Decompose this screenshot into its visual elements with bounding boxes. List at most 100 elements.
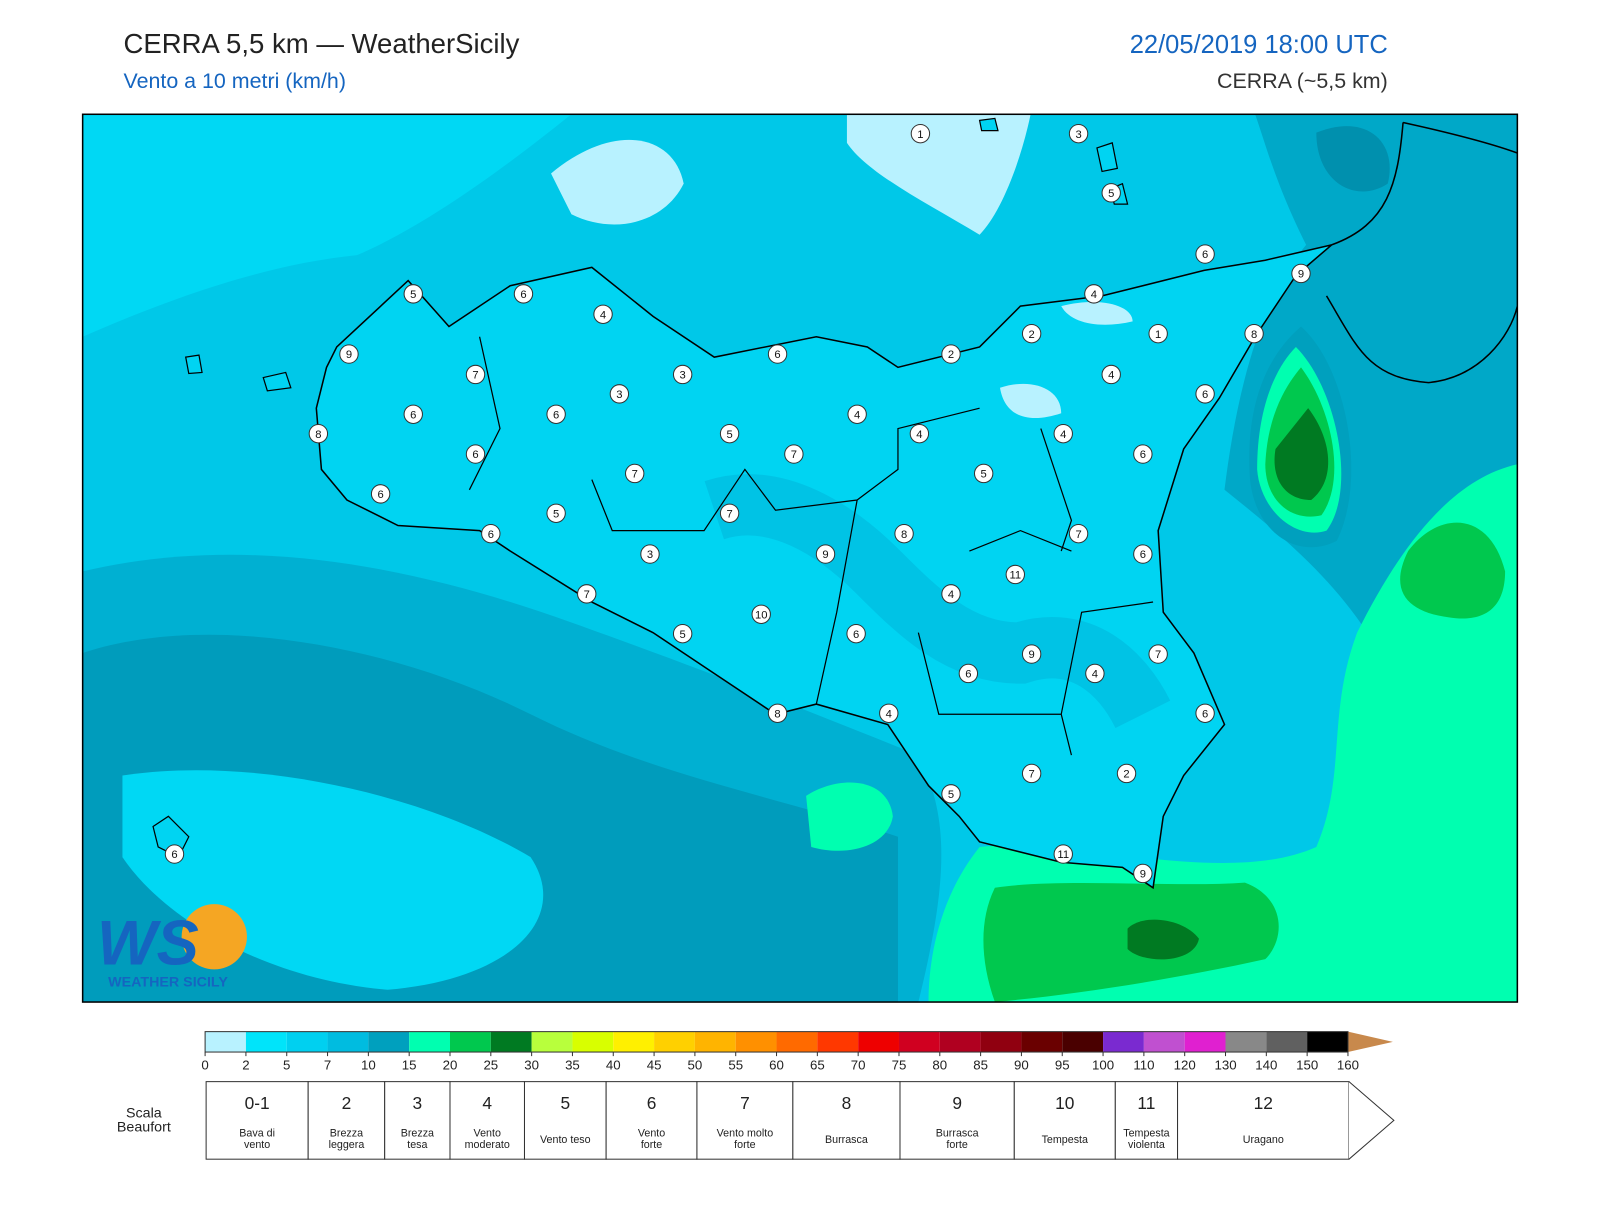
beaufort-box (1013, 1081, 1116, 1160)
station-value: 7 (726, 508, 732, 520)
station-value: 5 (553, 508, 559, 520)
station-value: 5 (680, 629, 686, 641)
zone (82, 114, 572, 337)
beaufort-label: Beaufort (117, 1120, 171, 1136)
color-swatch (409, 1031, 450, 1053)
island (152, 117, 1129, 858)
station-marker (1084, 284, 1104, 304)
color-swatch (1266, 1031, 1308, 1053)
tick-label: 25 (483, 1057, 498, 1072)
tick-label: 40 (606, 1057, 621, 1072)
beaufort-desc: Tempesta (1123, 1128, 1169, 1140)
station-value: 9 (1140, 869, 1146, 881)
station-marker (1021, 323, 1042, 344)
color-swatch (694, 1031, 736, 1053)
station-marker (1068, 523, 1089, 544)
station-value: 9 (1298, 269, 1304, 281)
beaufort-force: 4 (482, 1093, 492, 1113)
beaufort-desc: Burrasca (825, 1134, 868, 1146)
station-value: 6 (520, 289, 526, 301)
color-swatch (245, 1031, 287, 1053)
station-marker (577, 584, 597, 604)
tick-label: 80 (932, 1057, 947, 1072)
station-marker (1244, 323, 1264, 344)
station-marker (1085, 663, 1105, 684)
color-swatch (1307, 1031, 1348, 1053)
logo: WS WEATHER SICILY (97, 904, 247, 991)
color-swatch (898, 1031, 940, 1053)
color-swatch (1184, 1031, 1226, 1053)
tick-label: 150 (1296, 1057, 1318, 1072)
station-marker (403, 284, 423, 304)
tick-label: 65 (810, 1057, 825, 1072)
color-swatch (776, 1031, 818, 1053)
beaufort-desc: Vento teso (540, 1134, 591, 1146)
beaufort-label: Scala (126, 1105, 162, 1121)
tick-label: 15 (402, 1057, 417, 1072)
map-frame (81, 113, 1519, 1003)
station-value: 8 (1251, 329, 1257, 341)
station-value: 6 (1140, 449, 1146, 461)
station-value: 8 (774, 708, 780, 720)
station-value: 6 (1202, 389, 1208, 401)
station-marker (941, 344, 961, 364)
station-value: 9 (822, 549, 828, 561)
color-swatch (1062, 1031, 1104, 1053)
beaufort-force: 5 (560, 1093, 570, 1113)
station-marker (958, 663, 979, 684)
station-value: 6 (488, 529, 494, 541)
station-marker (1021, 644, 1042, 664)
zone (928, 464, 1518, 1003)
color-swatch (1103, 1031, 1144, 1053)
beaufort-force: 2 (342, 1093, 352, 1113)
station-marker (1021, 763, 1042, 784)
station-marker (846, 623, 866, 644)
beaufort-box (1177, 1081, 1350, 1160)
station-marker (1148, 323, 1168, 344)
tick-label: 55 (728, 1057, 743, 1072)
tick-label: 2 (242, 1057, 249, 1072)
station-marker (910, 123, 931, 144)
station-value: 11 (1009, 570, 1021, 582)
station-marker (546, 404, 566, 424)
station-marker (879, 703, 899, 723)
station-marker (751, 604, 771, 624)
station-value: 6 (1140, 549, 1146, 561)
colorbar: 0 2 5 7 10 15 20 25 30 35 40 45 50 55 60 65 70 75 80 85 90 95… (201, 1031, 1393, 1072)
station-value: 5 (1108, 188, 1114, 200)
zone (846, 114, 1031, 235)
color-extend (1347, 1031, 1393, 1053)
station-marker (894, 523, 914, 544)
station-marker (370, 484, 391, 504)
station-value: 7 (1155, 649, 1161, 661)
beaufort-box (792, 1081, 901, 1160)
station-marker (815, 544, 836, 564)
province-border (468, 336, 1154, 756)
tick-label: 20 (443, 1057, 458, 1072)
tick-label: 35 (565, 1057, 580, 1072)
subtitle: Vento a 10 metri (km/h) (123, 69, 345, 93)
station-marker (1068, 123, 1089, 144)
station-marker (640, 544, 660, 564)
station-marker (672, 364, 693, 385)
station-marker (1116, 763, 1137, 784)
station-marker (1291, 263, 1311, 284)
station-marker (767, 703, 788, 723)
station-marker (941, 584, 961, 604)
station-value: 6 (965, 669, 971, 681)
beaufort-box (449, 1081, 525, 1160)
station-marker (1148, 644, 1168, 664)
tick-label: 140 (1255, 1057, 1277, 1072)
station-marker (1101, 183, 1121, 203)
station-value: 7 (1029, 769, 1035, 781)
station-value: 5 (981, 469, 987, 481)
color-swatch (205, 1031, 246, 1053)
station-value: 6 (1202, 708, 1208, 720)
color-swatch (1021, 1031, 1063, 1053)
station-marker (784, 444, 804, 464)
title: CERRA 5,5 km — WeatherSicily (123, 28, 519, 59)
tick-label: 90 (1014, 1057, 1029, 1072)
color-swatch (817, 1031, 859, 1053)
